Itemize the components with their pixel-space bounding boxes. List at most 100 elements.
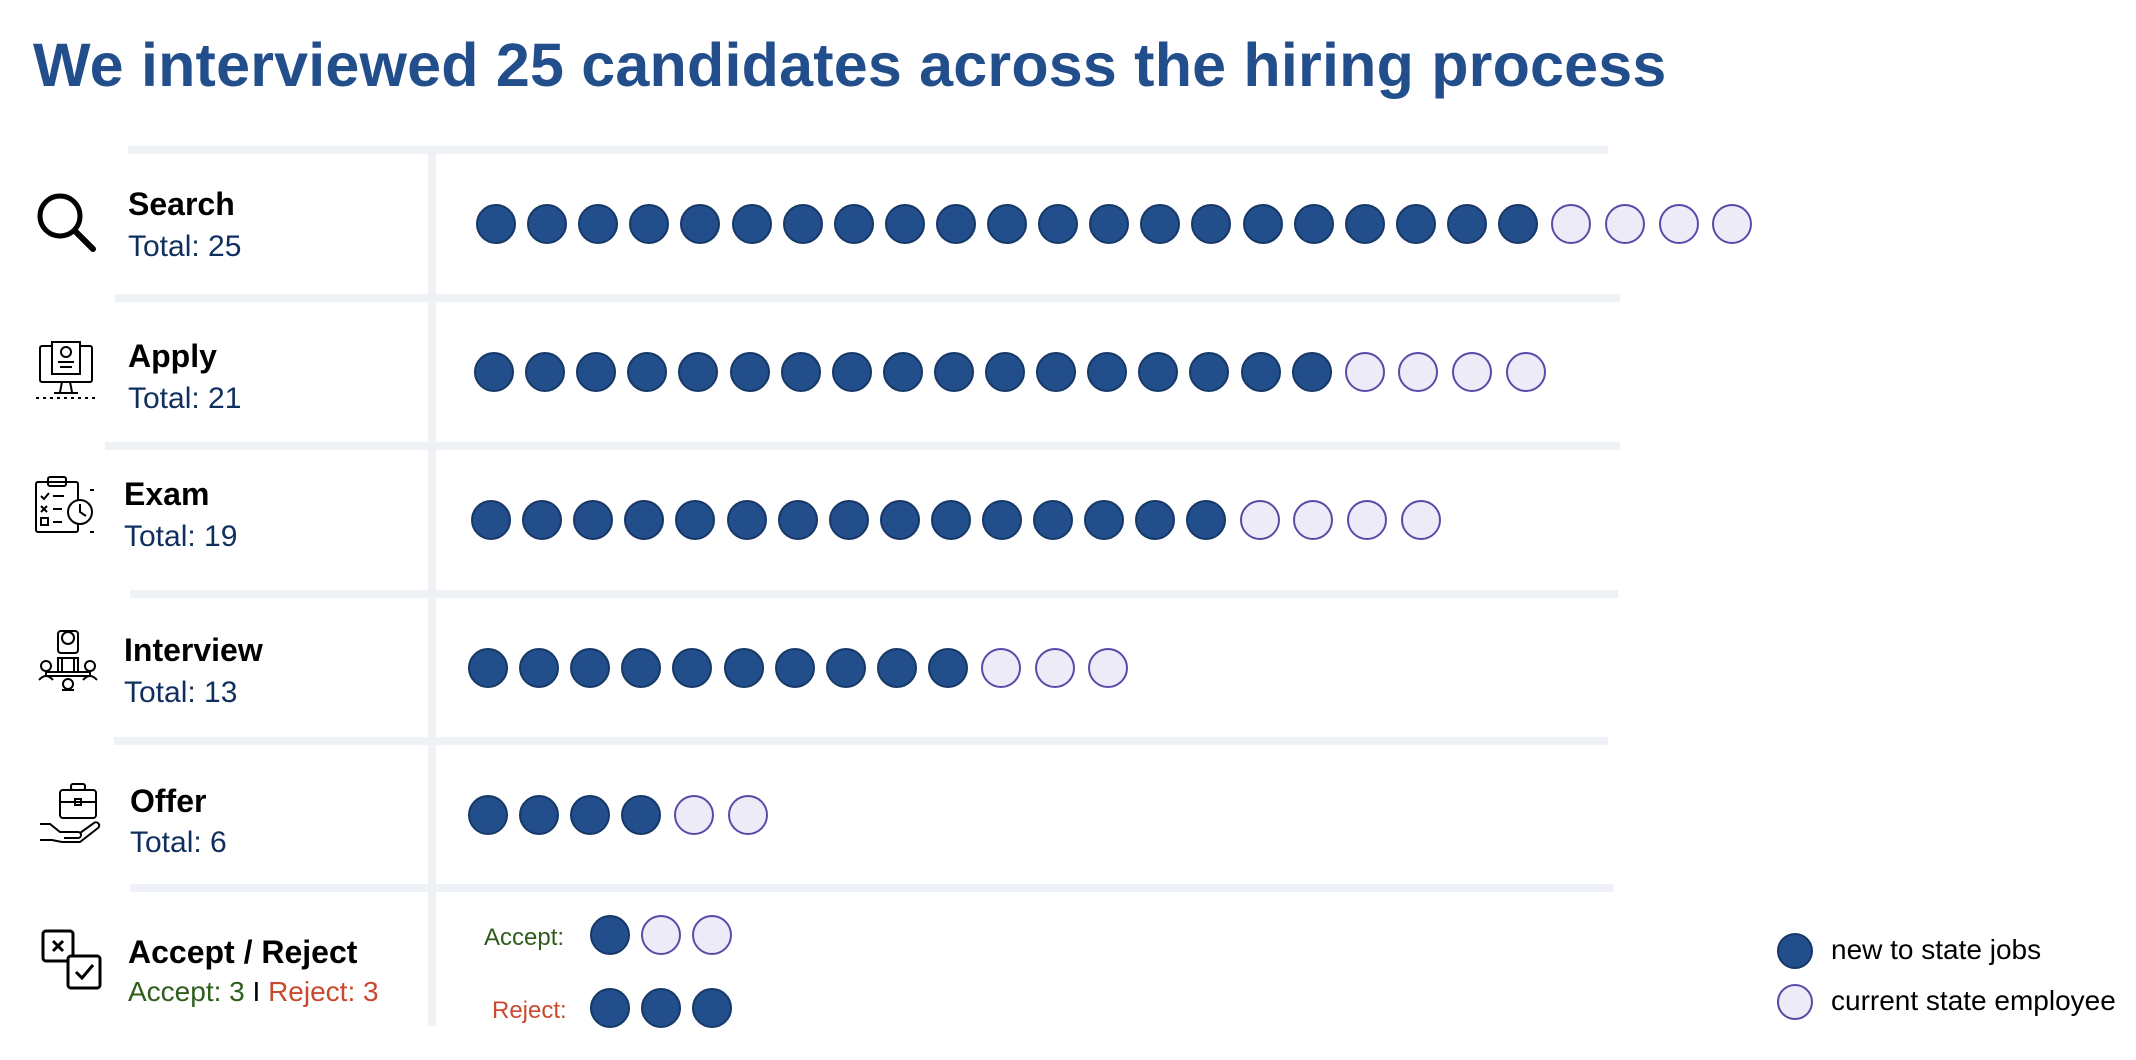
- dot-new-to-state-jobs: [573, 500, 614, 540]
- row-divider: [130, 590, 1618, 598]
- dot-current-state-employee: [1712, 204, 1753, 244]
- column-divider: [428, 154, 436, 1026]
- dot-reject-new: [692, 988, 732, 1028]
- dot-new-to-state-jobs: [1291, 352, 1332, 392]
- dot-new-to-state-jobs: [519, 795, 560, 835]
- computer-application-icon: [34, 338, 98, 402]
- interview-panel-icon: [36, 628, 100, 692]
- stage-name: Search: [128, 186, 235, 222]
- dot-current-state-employee: [1239, 500, 1280, 540]
- dot-new-to-state-jobs: [774, 648, 815, 688]
- dot-accept-current: [692, 915, 732, 955]
- reject-total: Reject: 3: [268, 976, 379, 1007]
- dot-new-to-state-jobs: [519, 648, 560, 688]
- dot-new-to-state-jobs: [527, 204, 568, 244]
- dot-new-to-state-jobs: [884, 204, 925, 244]
- dot-new-to-state-jobs: [1140, 204, 1181, 244]
- dot-new-to-state-jobs: [1135, 500, 1176, 540]
- row-divider: [130, 884, 1613, 892]
- dot-current-state-employee: [1400, 500, 1441, 540]
- accept-row-label: Accept:: [484, 924, 565, 951]
- dot-new-to-state-jobs: [729, 352, 770, 392]
- dot-new-to-state-jobs: [1191, 204, 1232, 244]
- stage-total: Total: 21: [128, 382, 242, 415]
- stage-name: Exam: [124, 476, 210, 512]
- dot-new-to-state-jobs: [825, 648, 866, 688]
- dot-current-state-employee: [1346, 500, 1387, 540]
- dot-new-to-state-jobs: [471, 500, 511, 540]
- dot-new-to-state-jobs: [468, 648, 508, 688]
- stage-total: Total: 19: [124, 520, 238, 553]
- legend-label-current: current state employee: [1831, 985, 2116, 1016]
- dot-new-to-state-jobs: [678, 352, 719, 392]
- dot-current-state-employee: [1658, 204, 1699, 244]
- dot-new-to-state-jobs: [629, 204, 670, 244]
- stage-total: Total: 25: [128, 230, 242, 263]
- stage-name: Interview: [124, 632, 263, 668]
- dot-new-to-state-jobs: [726, 500, 767, 540]
- dot-new-to-state-jobs: [985, 352, 1025, 392]
- dot-current-state-employee: [1551, 204, 1592, 244]
- dot-new-to-state-jobs: [782, 204, 823, 244]
- reject-row-label: Reject:: [492, 997, 567, 1024]
- dot-new-to-state-jobs: [1084, 500, 1125, 540]
- row-divider: [128, 146, 1608, 154]
- dot-current-state-employee: [1452, 352, 1493, 392]
- dot-new-to-state-jobs: [828, 500, 869, 540]
- dot-reject-new: [590, 988, 630, 1028]
- dot-new-to-state-jobs: [1293, 204, 1334, 244]
- dot-new-to-state-jobs: [927, 648, 968, 688]
- dot-new-to-state-jobs: [570, 648, 611, 688]
- dot-accept-new: [590, 915, 630, 955]
- dot-new-to-state-jobs: [833, 204, 874, 244]
- dot-new-to-state-jobs: [1138, 352, 1179, 392]
- dot-new-to-state-jobs: [474, 352, 514, 392]
- dot-new-to-state-jobs: [476, 204, 516, 244]
- dot-new-to-state-jobs: [621, 795, 662, 835]
- dot-new-to-state-jobs: [621, 648, 662, 688]
- offer-briefcase-icon: [38, 780, 102, 844]
- dot-new-to-state-jobs: [576, 352, 617, 392]
- dot-new-to-state-jobs: [624, 500, 665, 540]
- dot-current-state-employee: [674, 795, 715, 835]
- accept-reject-totals: Accept: 3 I Reject: 3: [128, 976, 379, 1008]
- dot-new-to-state-jobs: [930, 500, 971, 540]
- dot-new-to-state-jobs: [1344, 204, 1385, 244]
- dot-new-to-state-jobs: [882, 352, 923, 392]
- legend-swatch-new: [1777, 933, 1813, 969]
- exam-clipboard-icon: [32, 474, 96, 538]
- dot-new-to-state-jobs: [987, 204, 1027, 244]
- dot-new-to-state-jobs: [933, 352, 974, 392]
- dot-new-to-state-jobs: [723, 648, 764, 688]
- totals-separator: I: [252, 976, 261, 1007]
- dot-new-to-state-jobs: [522, 500, 563, 540]
- legend-swatch-current: [1777, 984, 1813, 1020]
- search-icon: [34, 190, 98, 254]
- dot-current-state-employee: [1034, 648, 1075, 688]
- dot-reject-new: [641, 988, 681, 1028]
- dot-new-to-state-jobs: [1189, 352, 1230, 392]
- dot-new-to-state-jobs: [879, 500, 920, 540]
- dot-current-state-employee: [1293, 500, 1334, 540]
- stage-total: Total: 13: [124, 676, 238, 709]
- dot-current-state-employee: [1088, 648, 1129, 688]
- dot-new-to-state-jobs: [982, 500, 1022, 540]
- dot-new-to-state-jobs: [1087, 352, 1128, 392]
- legend-label-new: new to state jobs: [1831, 934, 2042, 965]
- dot-current-state-employee: [728, 795, 769, 835]
- dot-new-to-state-jobs: [731, 204, 772, 244]
- dot-new-to-state-jobs: [831, 352, 872, 392]
- row-divider: [115, 294, 1620, 302]
- dot-new-to-state-jobs: [777, 500, 818, 540]
- dot-new-to-state-jobs: [1446, 204, 1487, 244]
- dot-new-to-state-jobs: [578, 204, 619, 244]
- dot-new-to-state-jobs: [672, 648, 713, 688]
- dot-new-to-state-jobs: [1033, 500, 1074, 540]
- dot-new-to-state-jobs: [1242, 204, 1283, 244]
- dot-new-to-state-jobs: [468, 795, 508, 835]
- dot-new-to-state-jobs: [1395, 204, 1436, 244]
- dot-current-state-employee: [1505, 352, 1546, 392]
- dot-current-state-employee: [981, 648, 1021, 688]
- dot-current-state-employee: [1604, 204, 1645, 244]
- stage-total: Total: 6: [130, 826, 227, 859]
